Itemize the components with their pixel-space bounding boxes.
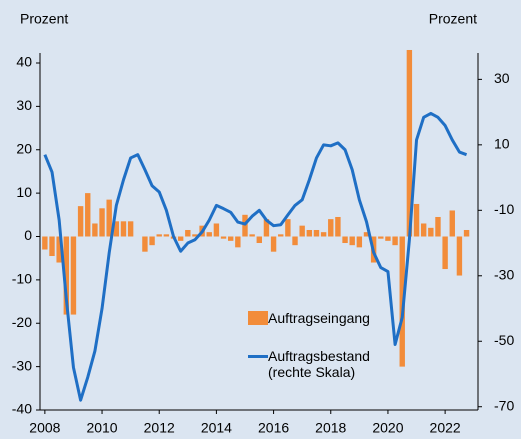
bar [56, 236, 62, 263]
y2-tick-label: -10 [494, 201, 514, 217]
bar [85, 193, 91, 237]
bar [220, 236, 227, 239]
legend-swatch [248, 311, 268, 325]
bar [363, 232, 370, 237]
legend-item: Auftragseingang [248, 310, 373, 326]
bar [449, 210, 455, 237]
bar [328, 219, 334, 237]
x-tick-label: 2016 [258, 420, 289, 436]
bar [420, 223, 427, 237]
bar [142, 236, 148, 252]
bar [192, 234, 198, 237]
bar [120, 221, 127, 237]
legend-item: Auftragsbestand (rechte Skala) [248, 348, 373, 380]
x-tick-label: 2020 [372, 420, 403, 436]
x-tick-label: 2010 [86, 420, 117, 436]
y2-tick-label: -30 [494, 266, 514, 282]
bar [63, 236, 70, 315]
y2-tick-label: 30 [494, 70, 510, 86]
bar [249, 234, 255, 237]
bar [428, 227, 434, 237]
bar [435, 216, 441, 237]
y-tick-label: -30 [12, 357, 32, 373]
y-tick-label: -40 [12, 401, 32, 417]
y2-tick-label: -70 [494, 397, 514, 413]
bar [92, 223, 98, 237]
bar [242, 214, 248, 237]
bar [127, 221, 134, 237]
bar [442, 236, 448, 270]
bar [70, 236, 77, 315]
bar [335, 216, 341, 237]
y-tick-label: 20 [16, 140, 32, 156]
bar [213, 223, 220, 237]
bar [156, 234, 162, 237]
bar [299, 225, 305, 237]
line [43, 111, 468, 402]
bar [163, 234, 170, 237]
bar [406, 49, 413, 237]
y-tick-label: 10 [16, 184, 32, 200]
bar [378, 236, 384, 239]
bar [356, 236, 363, 248]
legend-label: Auftragsbestand (rechte Skala) [268, 348, 370, 380]
bar [463, 229, 470, 237]
y-axis-label: Prozent [20, 11, 68, 27]
bar [292, 236, 298, 246]
bar [235, 236, 241, 248]
legend: Auftragseingang Auftragsbestand (rechte … [248, 310, 373, 380]
legend-label: Auftragseingang [268, 310, 370, 326]
y-tick-label: 30 [16, 97, 32, 113]
bar [385, 236, 391, 241]
x-tick-label: 2014 [201, 420, 232, 436]
y-tick-label: 40 [16, 54, 32, 70]
bar [263, 219, 270, 237]
bar [99, 208, 105, 237]
bar [413, 203, 420, 237]
bar [49, 236, 55, 257]
bar [227, 236, 234, 241]
bar [285, 219, 291, 237]
bar [320, 232, 327, 237]
y2-axis-label: Prozent [429, 11, 477, 27]
bar [185, 229, 191, 237]
bar [306, 229, 313, 237]
bar [42, 236, 48, 250]
legend-swatch [248, 355, 268, 358]
y-tick-label: -20 [12, 314, 32, 330]
bar [106, 199, 112, 237]
bar [392, 236, 398, 246]
bar [349, 236, 355, 246]
x-tick-label: 2018 [315, 420, 346, 436]
bar [206, 232, 212, 237]
bar [313, 229, 320, 237]
bar [456, 236, 463, 276]
y2-tick-label: -50 [494, 332, 514, 348]
x-tick-label: 2008 [29, 420, 60, 436]
bar [278, 234, 284, 237]
bar [113, 221, 120, 237]
x-tick-label: 2022 [430, 420, 461, 436]
y2-tick-label: 10 [494, 136, 510, 152]
bar [256, 236, 262, 244]
y-tick-label: 0 [24, 227, 32, 243]
x-tick-label: 2012 [144, 420, 175, 436]
bar [149, 236, 155, 246]
bar [270, 236, 277, 252]
bar [177, 236, 184, 241]
bar [77, 206, 84, 237]
bar [342, 236, 348, 244]
y-tick-label: -10 [12, 271, 32, 287]
